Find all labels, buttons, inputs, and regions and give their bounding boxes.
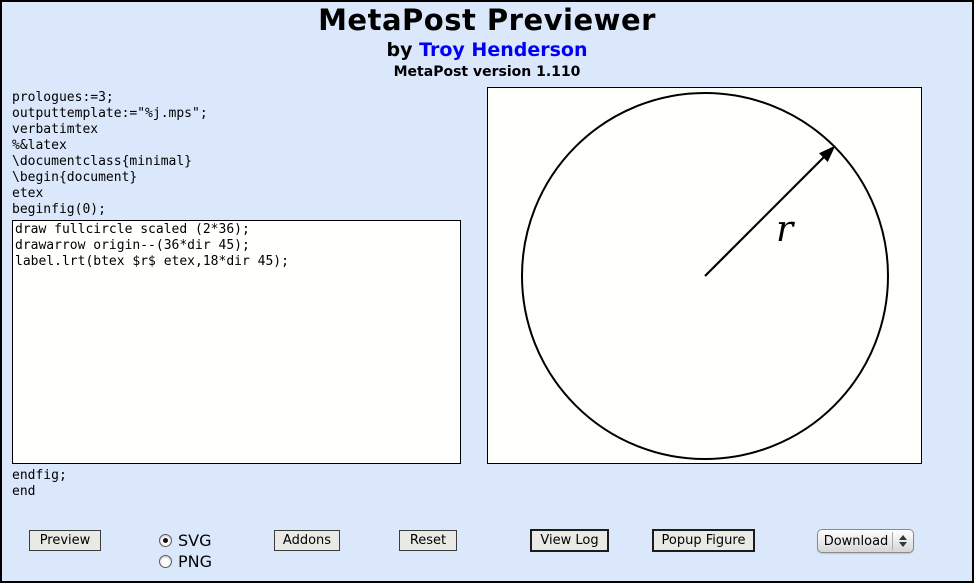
reset-button[interactable]: Reset xyxy=(399,530,457,551)
preview-button[interactable]: Preview xyxy=(29,530,101,551)
figure-radius-arrow-shaft xyxy=(704,152,829,277)
format-option-png[interactable]: PNG xyxy=(159,552,212,571)
png-radio-label[interactable]: PNG xyxy=(178,552,213,571)
page-title: MetaPost Previewer xyxy=(318,3,656,37)
byline-prefix: by xyxy=(386,39,420,61)
chevron-up-icon xyxy=(899,535,907,540)
postamble-code: endfig; end xyxy=(12,468,67,499)
download-select[interactable]: Download xyxy=(817,529,914,553)
figure-radius-label: r xyxy=(776,209,795,250)
svg-radio[interactable] xyxy=(159,534,172,547)
popup-figure-button[interactable]: Popup Figure xyxy=(652,529,755,552)
version-text: MetaPost version 1.110 xyxy=(393,64,581,80)
code-editor-textarea[interactable]: draw fullcircle scaled (2*36); drawarrow… xyxy=(12,220,461,464)
select-spinner-icon[interactable] xyxy=(893,535,913,547)
select-divider xyxy=(892,532,893,550)
addons-button[interactable]: Addons xyxy=(274,530,340,551)
view-log-button[interactable]: View Log xyxy=(530,529,609,552)
preamble-code: prologues:=3; outputtemplate:="%j.mps"; … xyxy=(12,90,208,217)
byline: by Troy Henderson xyxy=(2,39,972,61)
figure-preview-panel: r xyxy=(487,87,922,464)
figure-svg: r xyxy=(521,92,889,460)
png-radio[interactable] xyxy=(159,555,172,568)
format-option-svg[interactable]: SVG xyxy=(159,531,212,550)
author-link[interactable]: Troy Henderson xyxy=(419,39,588,61)
figure-circle xyxy=(521,92,889,460)
svg-radio-label[interactable]: SVG xyxy=(178,531,212,550)
download-select-value[interactable]: Download xyxy=(823,533,889,549)
chevron-down-icon xyxy=(899,542,907,547)
figure-radius-arrowhead xyxy=(819,145,836,162)
